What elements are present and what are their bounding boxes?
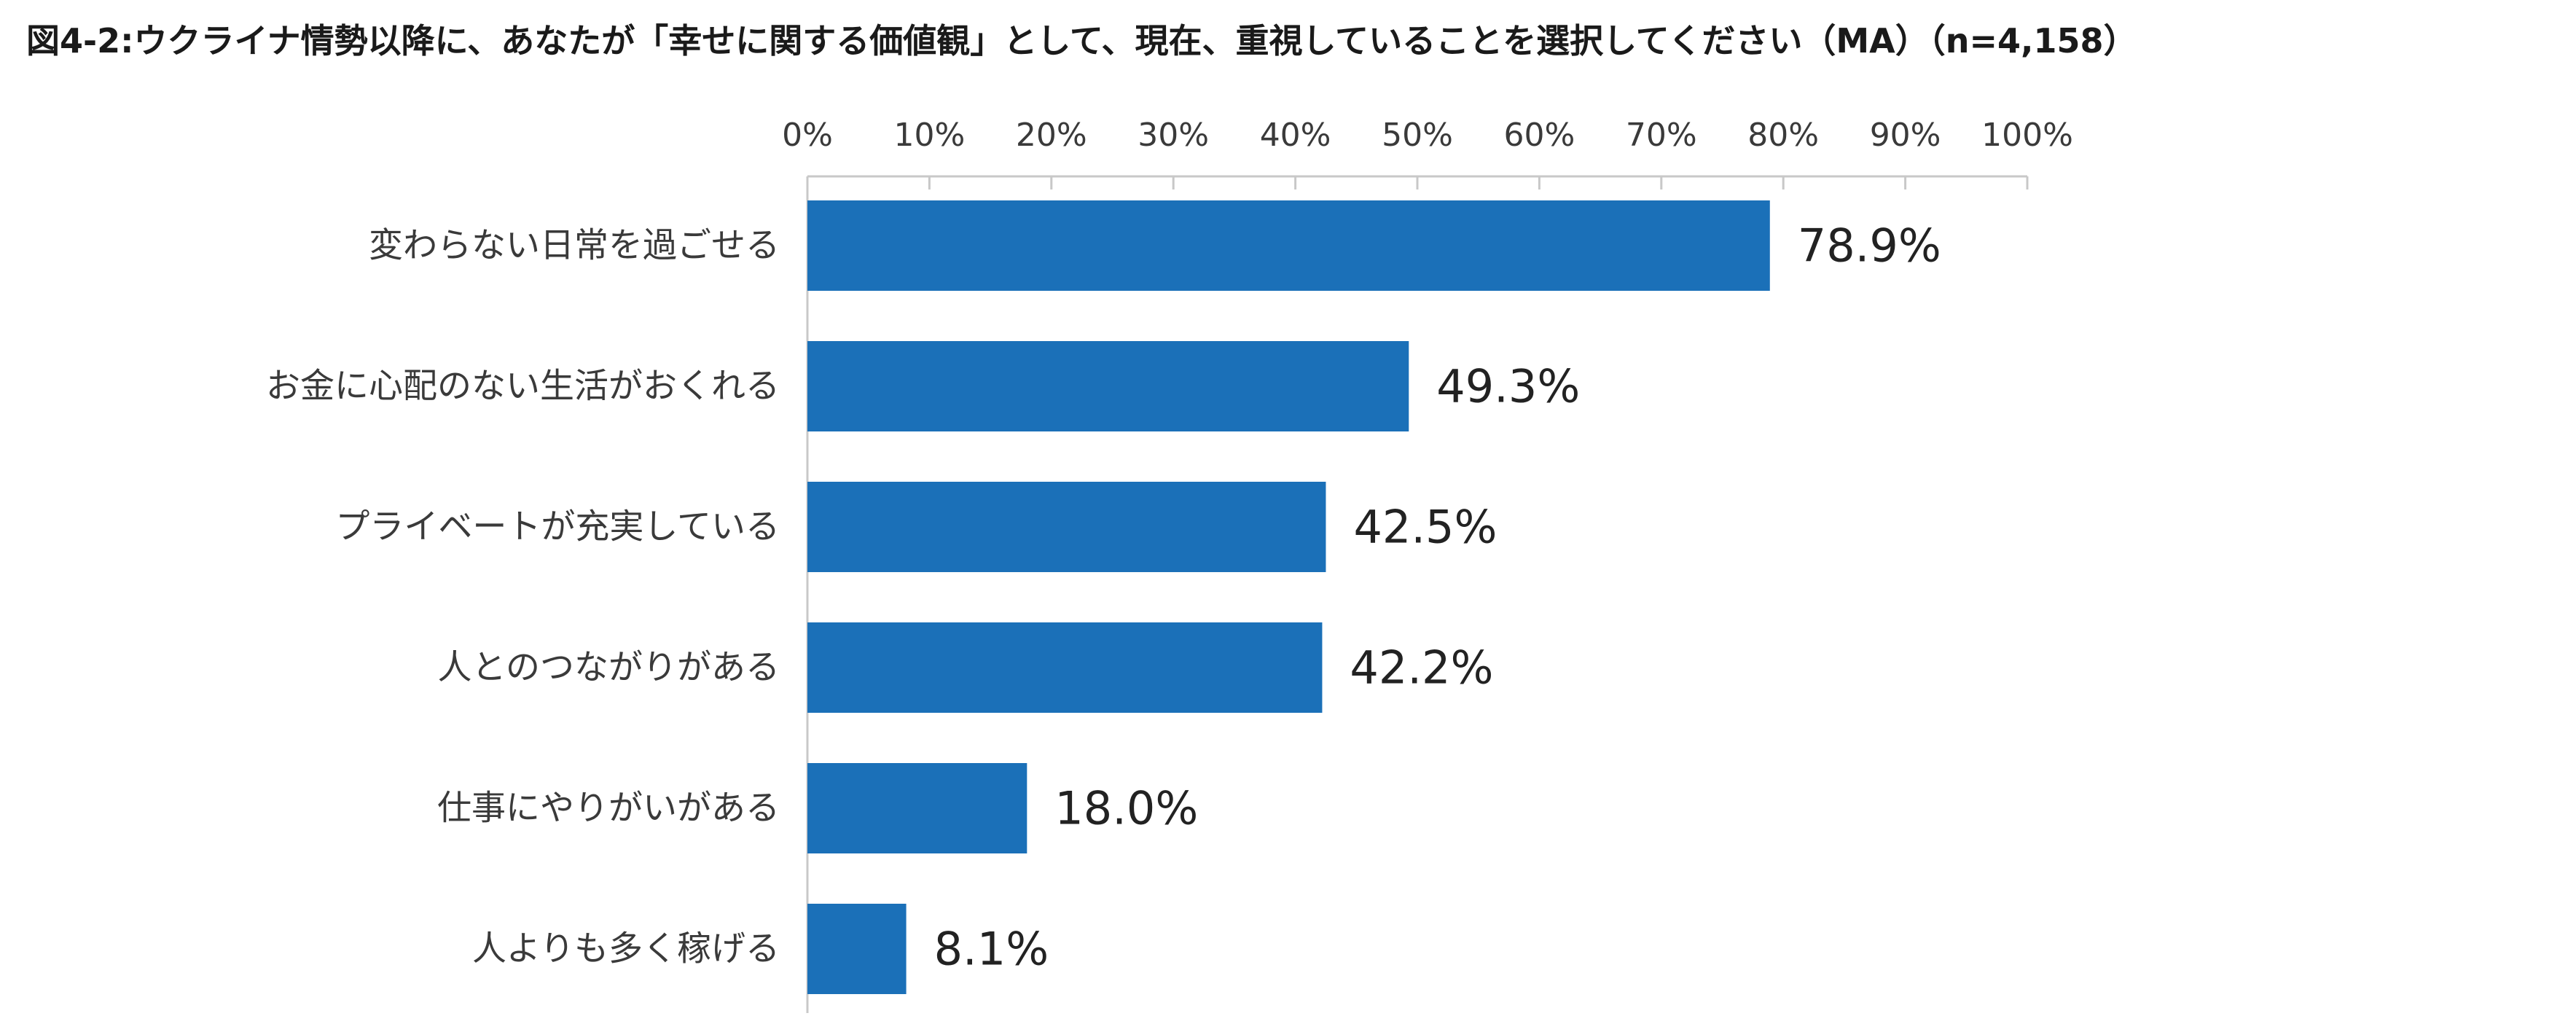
- category-label: 変わらない日常を過ごせる: [369, 226, 780, 266]
- data-label: 42.2%: [1350, 641, 1493, 695]
- x-tick-label: 100%: [1981, 117, 2073, 154]
- x-tick-label: 50%: [1382, 117, 1453, 154]
- category-label: 仕事にやりがいがある: [437, 789, 780, 829]
- x-tick-label: 0%: [782, 117, 833, 154]
- chart-title: 図4-2:ウクライナ情勢以降に、あなたが「幸せに関する価値観」として、現在、重視…: [26, 21, 2137, 60]
- bar: [807, 622, 1323, 713]
- bar: [807, 482, 1326, 572]
- data-label: 8.1%: [934, 923, 1049, 976]
- category-label: 人とのつながりがある: [437, 648, 780, 688]
- data-label: 78.9%: [1798, 219, 1941, 273]
- x-tick-label: 70%: [1626, 117, 1697, 154]
- bar: [807, 200, 1770, 291]
- bar: [807, 763, 1027, 853]
- bar: [807, 341, 1409, 431]
- bar: [807, 904, 907, 994]
- x-tick-label: 40%: [1260, 117, 1331, 154]
- data-label: 42.5%: [1353, 501, 1497, 554]
- x-tick-label: 30%: [1138, 117, 1209, 154]
- category-label: プライベートが充実している: [335, 507, 780, 547]
- x-tick-label: 60%: [1504, 117, 1575, 154]
- x-tick-label: 20%: [1016, 117, 1087, 154]
- data-label: 49.3%: [1436, 360, 1580, 413]
- x-tick-label: 80%: [1747, 117, 1819, 154]
- x-tick-label: 90%: [1870, 117, 1941, 154]
- x-tick-label: 10%: [894, 117, 966, 154]
- category-label: 人よりも多く稼げる: [472, 929, 780, 969]
- data-label: 18.0%: [1054, 782, 1198, 835]
- category-label: お金に心配のない生活がおくれる: [266, 367, 780, 407]
